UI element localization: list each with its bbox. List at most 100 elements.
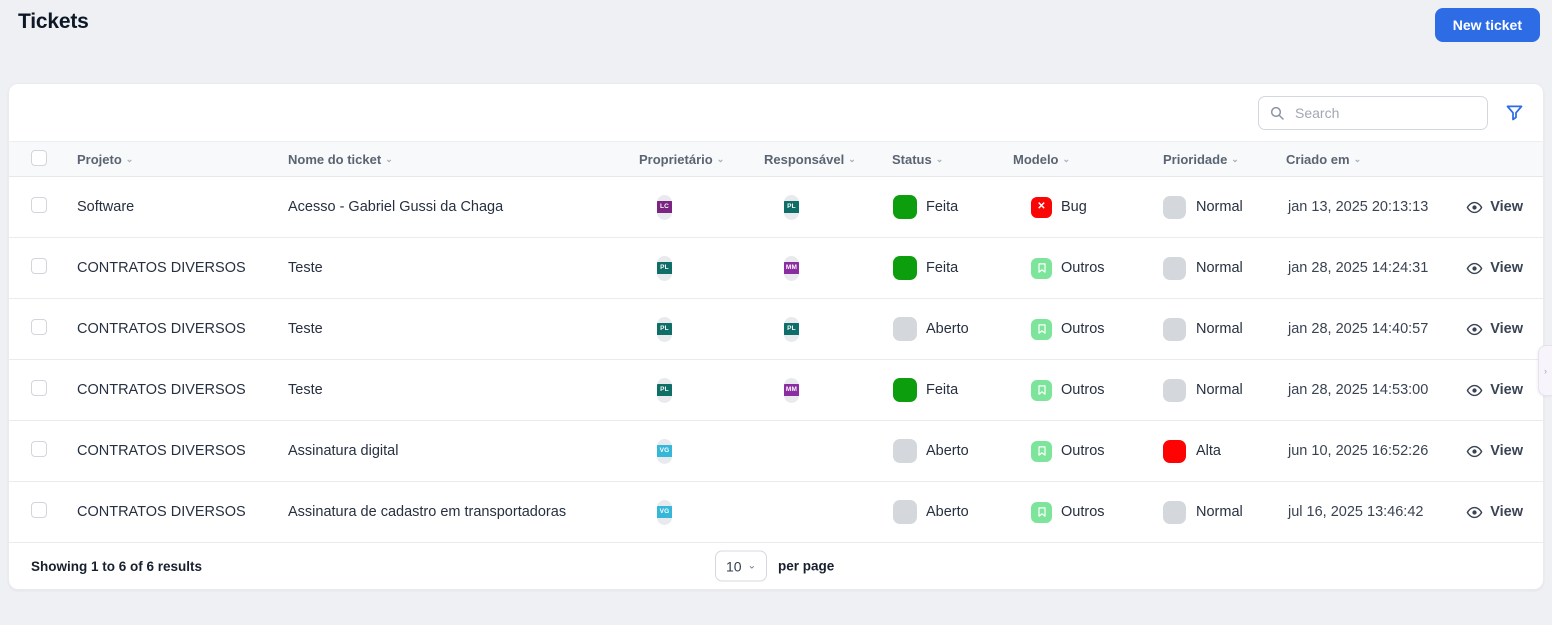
model-cell: Outros (1003, 501, 1153, 523)
model-cell: Outros (1003, 440, 1153, 462)
status-label: Aberto (926, 504, 969, 520)
per-page-select[interactable]: 10 ⌄ (715, 550, 767, 582)
status-label: Aberto (926, 321, 969, 337)
bookmark-icon (1031, 257, 1052, 279)
column-header-name[interactable]: Nome do ticket ⌄ (288, 151, 393, 167)
status-label: Aberto (926, 443, 969, 459)
bug-icon: ✕ (1031, 196, 1052, 218)
created-cell: jan 28, 2025 14:40:57 (1288, 321, 1429, 337)
sort-chevron-icon: ⌄ (848, 153, 856, 164)
owner-initials: PL (657, 262, 672, 274)
assignee-avatar: PL (784, 194, 799, 220)
view-button[interactable]: View (1466, 504, 1523, 521)
column-header-owner[interactable]: Proprietário ⌄ (639, 151, 725, 167)
priority-color-square (1163, 439, 1186, 463)
page-title: Tickets (18, 10, 89, 33)
column-header-priority[interactable]: Prioridade ⌄ (1163, 151, 1239, 167)
row-checkbox[interactable] (31, 319, 47, 335)
project-cell: CONTRATOS DIVERSOS (77, 443, 246, 459)
ticket-name-cell: Teste (288, 260, 323, 276)
ticket-name-cell: Assinatura de cadastro em transportadora… (288, 504, 567, 520)
select-all-checkbox[interactable] (31, 149, 47, 166)
sort-chevron-icon: ⌄ (1353, 153, 1362, 164)
status-color-square (893, 439, 917, 463)
view-button[interactable]: View (1466, 382, 1523, 399)
status-color-square (893, 378, 917, 402)
view-button[interactable]: View (1466, 321, 1523, 338)
view-button[interactable]: View (1466, 260, 1523, 277)
assignee-initials: MM (784, 262, 799, 274)
project-cell: Software (77, 199, 135, 215)
eye-icon (1466, 199, 1483, 216)
table-row: CONTRATOS DIVERSOS Teste PL PL Aberto Ou… (9, 299, 1543, 360)
owner-avatar: LC (657, 194, 672, 220)
priority-color-square (1163, 317, 1186, 341)
project-cell: CONTRATOS DIVERSOS (77, 504, 246, 520)
column-header-project[interactable]: Projeto ⌄ (77, 151, 134, 167)
status-color-square (893, 195, 917, 219)
status-color-square (893, 256, 917, 280)
owner-avatar: PL (657, 377, 672, 403)
assignee-avatar: PL (784, 316, 799, 342)
table-toolbar (9, 84, 1543, 141)
sort-chevron-icon: ⌄ (935, 153, 944, 164)
page-header: Tickets New ticket (0, 0, 1552, 83)
eye-icon (1466, 504, 1483, 521)
owner-initials: VG (657, 445, 672, 457)
assignee-avatar: MM (784, 255, 799, 281)
table-row: CONTRATOS DIVERSOS Teste PL MM Feita Out… (9, 238, 1543, 299)
created-cell: jul 16, 2025 13:46:42 (1288, 504, 1424, 520)
row-checkbox[interactable] (31, 441, 47, 457)
view-button[interactable]: View (1466, 443, 1523, 460)
table-row: CONTRATOS DIVERSOS Teste PL MM Feita Out… (9, 360, 1543, 421)
column-header-status[interactable]: Status ⌄ (892, 151, 944, 167)
sort-chevron-icon: ⌄ (385, 153, 393, 164)
model-label: Bug (1061, 199, 1087, 215)
priority-cell: Normal (1153, 317, 1276, 341)
side-panel-handle[interactable]: › (1538, 345, 1552, 396)
eye-icon (1466, 321, 1483, 338)
row-checkbox[interactable] (31, 380, 47, 396)
column-header-assignee[interactable]: Responsável ⌄ (764, 151, 856, 167)
priority-label: Normal (1196, 504, 1243, 520)
search-input[interactable] (1293, 103, 1478, 122)
priority-color-square (1163, 195, 1186, 219)
search-box[interactable] (1258, 95, 1488, 130)
new-ticket-button[interactable]: New ticket (1434, 8, 1540, 42)
column-header-model[interactable]: Modelo ⌄ (1013, 151, 1071, 167)
priority-color-square (1163, 378, 1186, 402)
project-cell: CONTRATOS DIVERSOS (77, 260, 246, 276)
status-label: Feita (926, 382, 959, 398)
row-checkbox[interactable] (31, 258, 47, 274)
model-label: Outros (1061, 260, 1105, 276)
model-label: Outros (1061, 382, 1105, 398)
column-header-created[interactable]: Criado em ⌄ (1286, 151, 1362, 167)
priority-label: Normal (1196, 260, 1243, 276)
status-cell: Aberto (882, 317, 1003, 341)
bookmark-icon (1031, 440, 1052, 462)
status-cell: Feita (882, 195, 1003, 219)
owner-initials: LC (657, 201, 672, 213)
owner-avatar: PL (657, 316, 672, 342)
view-button[interactable]: View (1466, 199, 1523, 216)
priority-color-square (1163, 256, 1186, 280)
ticket-name-cell: Teste (288, 382, 323, 398)
owner-initials: PL (657, 384, 672, 396)
per-page-group: 10 ⌄ per page (715, 550, 834, 582)
filter-funnel-icon (1504, 102, 1525, 123)
status-cell: Aberto (882, 439, 1003, 463)
model-cell: Outros (1003, 379, 1153, 401)
assignee-initials: MM (784, 384, 799, 396)
model-label: Outros (1061, 321, 1105, 337)
sort-chevron-icon: ⌄ (716, 153, 725, 164)
row-checkbox[interactable] (31, 502, 47, 518)
row-checkbox[interactable] (31, 197, 47, 213)
model-cell: Outros (1003, 257, 1153, 279)
table-row: CONTRATOS DIVERSOS Assinatura de cadastr… (9, 482, 1543, 543)
status-label: Feita (926, 260, 959, 276)
eye-icon (1466, 260, 1483, 277)
owner-avatar: VG (657, 499, 672, 525)
results-summary: Showing 1 to 6 of 6 results (31, 558, 203, 574)
filter-button[interactable] (1504, 102, 1525, 123)
priority-cell: Normal (1153, 378, 1276, 402)
